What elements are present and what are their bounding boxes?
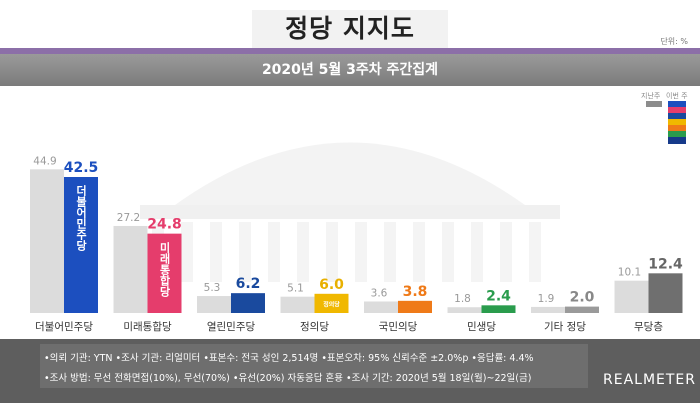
value-label-curr: 42.5: [64, 160, 99, 176]
building-watermark: [140, 142, 560, 282]
bar-prev: [113, 225, 148, 313]
bar-curr: [481, 305, 516, 313]
bar-prev: [364, 301, 398, 313]
bar-curr: [64, 177, 98, 313]
value-label-curr: 6.0: [319, 277, 344, 293]
legend-prev-swatch: [646, 101, 662, 107]
legend-curr-swatch: [668, 101, 686, 108]
category-label: 민생당: [467, 321, 496, 333]
value-label-prev: 1.9: [538, 293, 555, 305]
chart-title: 정당 지지도: [285, 14, 415, 43]
legend-curr-swatch: [668, 137, 686, 144]
bar-prev: [197, 296, 231, 313]
legend-curr-swatch: [668, 125, 686, 132]
value-label-curr: 2.4: [486, 288, 511, 304]
value-label-curr: 12.4: [648, 256, 683, 272]
value-label-prev: 5.3: [204, 282, 221, 294]
bar-curr: [565, 306, 599, 313]
column-shape: [471, 222, 483, 282]
dome-shape: [175, 142, 525, 205]
legend-curr-swatch: [668, 107, 686, 114]
legend-prev-label: 지난주: [641, 92, 661, 100]
category-label: 기타 정당: [544, 321, 586, 333]
column-shape: [355, 222, 367, 282]
bar-logo: 더불어민주당: [75, 184, 88, 252]
value-label-curr: 24.8: [147, 217, 182, 233]
column-shape: [326, 222, 338, 282]
column-shape: [384, 222, 396, 282]
bar-curr: [648, 273, 683, 313]
column-shape: [210, 222, 222, 282]
unit-label: 단위: %: [660, 37, 688, 46]
category-label: 무당층: [634, 321, 663, 333]
value-label-prev: 1.8: [454, 293, 471, 305]
bar-prev: [614, 280, 649, 313]
legend-curr-label: 이번 주: [666, 92, 688, 100]
footer-line-1: •의뢰 기관: YTN •조사 기관: 리얼미터 •표본수: 전국 성인 2,5…: [44, 353, 534, 364]
column-shape: [239, 222, 251, 282]
bar-prev: [30, 169, 64, 313]
footer-info-box: [40, 344, 588, 388]
category-label: 국민의당: [379, 321, 418, 333]
category-label: 미래통합당: [123, 321, 172, 333]
value-label-prev: 27.2: [117, 212, 140, 224]
bar-logo: 미래통합당: [158, 240, 171, 297]
column-shape: [181, 222, 193, 282]
legend-curr-swatch: [668, 119, 686, 126]
column-shape: [268, 222, 280, 282]
bar-curr: [147, 233, 182, 313]
bar-curr: [314, 293, 349, 313]
value-label-prev: 3.6: [371, 287, 388, 299]
column-shape: [442, 222, 454, 282]
column-shape: [500, 222, 512, 282]
column-shape: [529, 222, 541, 282]
bar-prev: [280, 296, 315, 313]
value-label-prev: 44.9: [33, 155, 56, 167]
column-shape: [413, 222, 425, 282]
value-label-curr: 3.8: [403, 284, 428, 300]
bar-curr: [398, 300, 432, 313]
bar-curr: [231, 293, 265, 313]
column-shape: [297, 222, 309, 282]
subtitle-bar: [0, 54, 700, 86]
roof-shape: [140, 205, 560, 219]
value-label-prev: 10.1: [618, 267, 641, 279]
bar-prev: [447, 307, 482, 313]
value-label-curr: 2.0: [570, 290, 595, 306]
category-label: 열린민주당: [207, 321, 256, 333]
category-label: 정의당: [300, 321, 329, 333]
title-background: [252, 10, 448, 48]
bar-logo: 정의당: [323, 300, 340, 308]
bar-prev: [531, 306, 565, 313]
chart-subtitle: 2020년 5월 3주차 주간집계: [261, 62, 439, 78]
category-label: 더불어민주당: [35, 321, 93, 333]
legend-curr-swatch: [668, 131, 686, 138]
footer-line-2: •조사 방법: 무선 전화면접(10%), 무선(70%) •유선(20%) 자…: [44, 373, 532, 384]
brand-logo: REALMETER: [603, 372, 696, 388]
title-divider: [0, 48, 700, 54]
value-label-curr: 6.2: [236, 276, 261, 292]
value-label-prev: 5.1: [287, 283, 304, 295]
legend-curr-swatch: [668, 113, 686, 120]
